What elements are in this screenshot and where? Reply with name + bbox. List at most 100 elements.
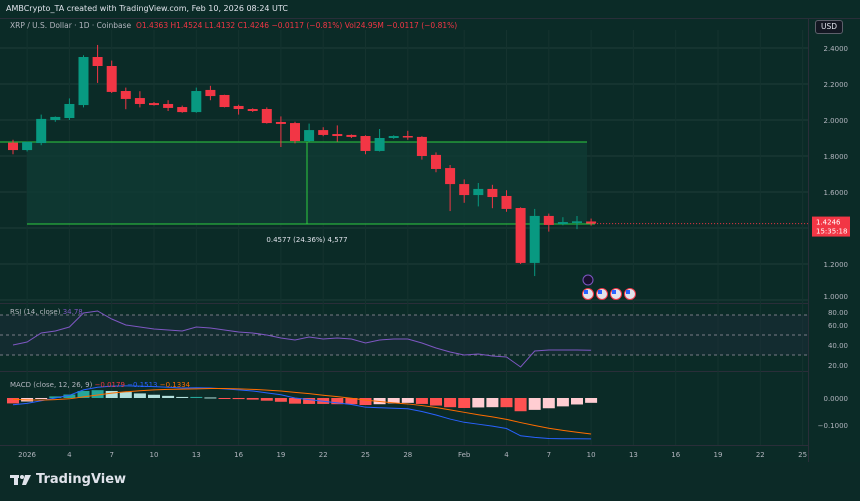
price-axis-border xyxy=(808,18,809,462)
candle-body xyxy=(572,221,582,223)
rsi-tick: 40.00 xyxy=(828,342,848,350)
macd-histogram-bar xyxy=(176,396,189,398)
macd-histogram-bar xyxy=(359,398,372,406)
time-tick: 19 xyxy=(714,451,723,459)
measure-label: 0.4577 (24.36%) 4,577 xyxy=(266,236,347,244)
macd-histogram-bar xyxy=(105,390,118,398)
rsi-value: 34.78 xyxy=(62,308,83,316)
macd-histogram-bar xyxy=(430,398,442,406)
candle-body xyxy=(50,116,61,120)
symbol-name[interactable]: XRP / U.S. Dollar · 1D · Coinbase xyxy=(10,21,132,30)
pane-divider xyxy=(0,371,808,372)
candle-body xyxy=(22,141,33,151)
candle-body xyxy=(261,109,272,124)
macd-histogram-bar xyxy=(500,398,513,408)
rsi-line xyxy=(12,310,592,368)
rsi-tick: 80.00 xyxy=(828,309,848,317)
candle-body xyxy=(402,136,413,138)
candle-body xyxy=(247,109,258,111)
price-tick: 2.4000 xyxy=(824,45,849,53)
candle-body xyxy=(177,107,188,113)
macd-histogram-bar xyxy=(514,398,527,412)
currency-button[interactable]: USD xyxy=(815,20,843,34)
candle-body xyxy=(78,57,89,106)
macd-histogram-bar xyxy=(387,398,400,404)
macd-histogram-bar xyxy=(444,398,457,408)
us-flag-canton xyxy=(612,290,616,294)
price-tag-value: 1.4246 xyxy=(816,219,841,227)
time-tick: 4 xyxy=(504,451,509,459)
candle-body xyxy=(191,91,202,113)
macd-tick: −0.1000 xyxy=(818,422,848,430)
macd-histogram-bar xyxy=(246,398,259,400)
us-flag-canton xyxy=(598,290,602,294)
macd-histogram-bar xyxy=(331,398,344,405)
brand-name: TradingView xyxy=(36,472,127,487)
symbol-legend: XRP / U.S. Dollar · 1D · Coinbase O1.436… xyxy=(10,21,457,30)
macd-histogram-bar xyxy=(458,398,471,408)
candle-body xyxy=(360,136,371,151)
candle-body xyxy=(134,98,145,104)
macd-legend: MACD (close, 12, 26, 9) −0.0179 −0.1513 … xyxy=(10,381,190,389)
candle-body xyxy=(92,57,103,66)
candle-body xyxy=(515,208,526,263)
candle-body xyxy=(120,91,131,99)
tradingview-logo[interactable]: TradingView xyxy=(10,472,126,487)
time-tick: 16 xyxy=(671,451,680,459)
time-tick: 19 xyxy=(276,451,285,459)
macd-histogram-bar xyxy=(77,390,90,398)
candle-body xyxy=(64,103,75,119)
time-tick: 13 xyxy=(629,451,638,459)
time-tick: 22 xyxy=(756,451,765,459)
candle-body xyxy=(219,94,230,108)
macd-histogram-bar xyxy=(35,398,48,399)
price-tag-countdown: 15:35:18 xyxy=(816,228,847,236)
open-value: O1.4363 xyxy=(135,21,169,30)
low-value: L1.4132 xyxy=(204,21,236,30)
candle-body xyxy=(205,89,216,97)
change-value: −0.0117 (−0.81%) xyxy=(271,21,343,30)
candle-body xyxy=(106,66,117,92)
macd-histogram-bar xyxy=(204,397,217,399)
macd-histogram-bar xyxy=(289,398,301,404)
candle-body xyxy=(149,103,159,106)
macd-histogram-bar xyxy=(133,393,146,398)
macd-histogram-bar xyxy=(119,392,132,398)
macd-tick: 0.0000 xyxy=(824,395,849,403)
candle-body xyxy=(304,130,315,142)
rsi-tick: 60.00 xyxy=(828,322,848,330)
volume-value: Vol24.95M xyxy=(344,21,384,30)
event-lightning-icon xyxy=(582,274,594,286)
macd-histogram-bar xyxy=(345,398,358,405)
candle-body xyxy=(501,195,512,209)
time-tick: 7 xyxy=(109,451,113,459)
macd-histogram-bar xyxy=(49,396,62,398)
macd-histogram-bar xyxy=(401,398,414,403)
macd-histogram-bar xyxy=(218,398,231,399)
price-tick: 2.0000 xyxy=(824,117,849,125)
price-tick: 2.2000 xyxy=(824,81,849,89)
time-tick: 16 xyxy=(234,451,243,459)
candle-body xyxy=(557,222,568,225)
time-tick: 7 xyxy=(547,451,551,459)
candle-body xyxy=(487,188,498,198)
candle-body xyxy=(374,138,385,151)
candle-body xyxy=(529,215,540,263)
macd-histogram-bar xyxy=(190,396,203,398)
macd-histogram-bar xyxy=(415,398,428,404)
time-tick: Feb xyxy=(458,451,471,459)
pane-divider xyxy=(0,445,808,446)
footer-bar xyxy=(0,462,860,501)
candle-body xyxy=(388,136,399,138)
macd-histogram-bar xyxy=(486,398,499,408)
signal-line xyxy=(12,388,592,435)
candle-body xyxy=(275,121,286,124)
time-tick: 22 xyxy=(319,451,328,459)
macd-histogram-bar xyxy=(274,398,287,402)
us-flag-canton xyxy=(626,290,630,294)
macd-histogram-bar xyxy=(7,398,19,404)
price-tick: 1.6000 xyxy=(824,189,849,197)
time-tick: 2026 xyxy=(18,451,36,459)
macd-hist-value: −0.0179 xyxy=(94,381,125,389)
